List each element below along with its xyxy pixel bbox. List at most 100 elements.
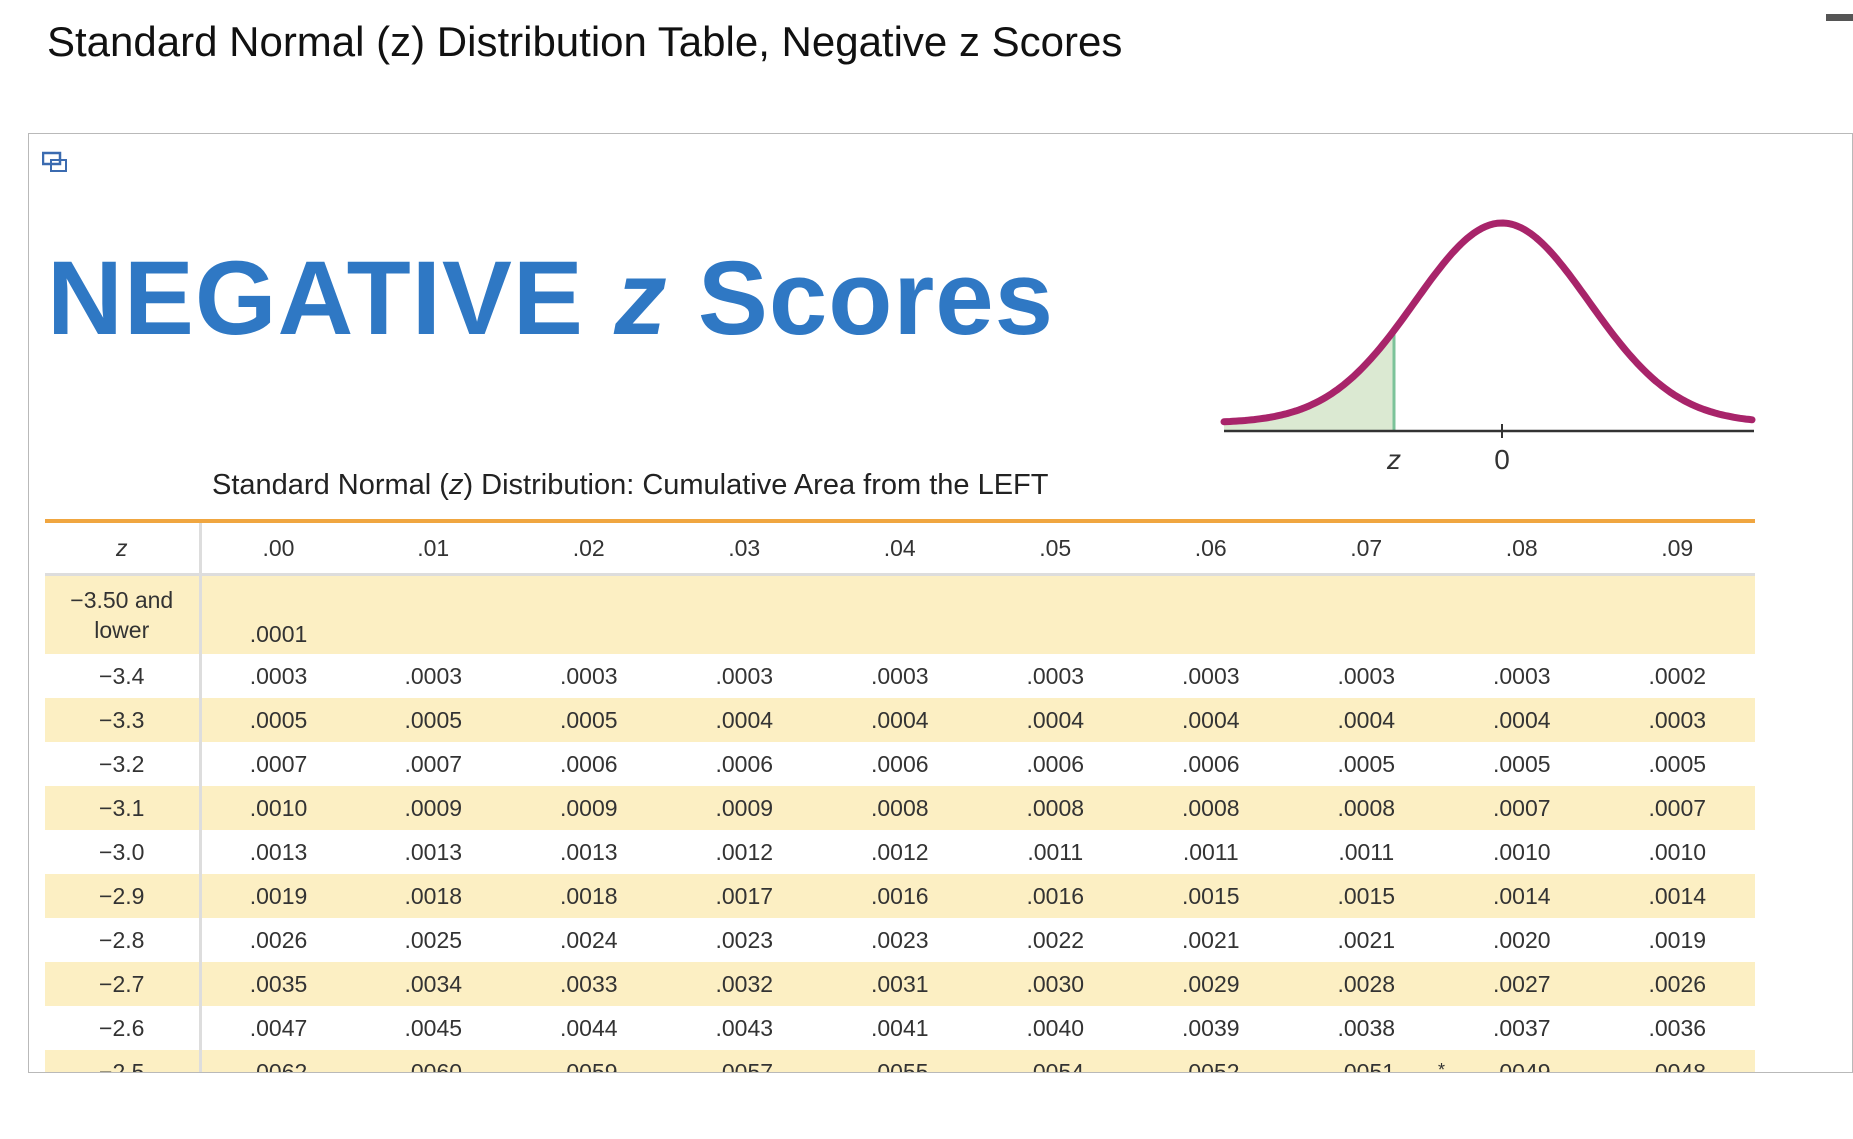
value-cell: .0022 bbox=[1026, 926, 1085, 953]
value-cell: .0005 bbox=[1337, 750, 1396, 777]
column-header: .01 bbox=[355, 523, 511, 576]
row-z-cell: −2.5 bbox=[45, 1050, 202, 1072]
value-cell: .0017 bbox=[666, 874, 822, 918]
value-cell: .0020 bbox=[1492, 926, 1551, 953]
value-cell: .0003 bbox=[1181, 662, 1240, 689]
z-table: z .00 .01 .02 .03 .04 .05 .06 .07 .08 .0… bbox=[45, 523, 1755, 1072]
empty-cell bbox=[1444, 574, 1600, 654]
value-cell: .0004 bbox=[666, 698, 822, 742]
value-cell: .0016 bbox=[977, 874, 1133, 918]
value-cell: .0005 bbox=[1492, 750, 1551, 777]
z-label-line2: lower bbox=[94, 617, 150, 643]
value-cell: .0003 bbox=[715, 662, 774, 689]
value-cell: .0026 bbox=[1599, 962, 1755, 1006]
value-cell: .0005 bbox=[355, 698, 511, 742]
value-cell: .0002 bbox=[1648, 662, 1707, 689]
row-z-cell: −2.7 bbox=[45, 962, 202, 1006]
value-cell: .0006 bbox=[1181, 750, 1240, 777]
column-header: .04 bbox=[822, 523, 978, 576]
value-cell: .0012 bbox=[870, 838, 929, 865]
table-header-row: z .00 .01 .02 .03 .04 .05 .06 .07 .08 .0… bbox=[45, 523, 1755, 576]
heading-z-variable: z bbox=[614, 240, 668, 357]
value-cell: .0059 bbox=[511, 1050, 667, 1072]
value-cell: .0016 bbox=[822, 874, 978, 918]
value-cell: .0034 bbox=[355, 962, 511, 1006]
value-cell: .0029 bbox=[1133, 962, 1289, 1006]
table-row: −3.2 .0007 .0007 .0006 .0006 .0006 .0006 .0006.… bbox=[45, 742, 1755, 786]
column-header: .00 bbox=[200, 523, 356, 576]
value-cell: .0019 bbox=[1648, 926, 1707, 953]
table-row: −2.8 .0026 .0025 .0024 .0023 .0023 .0022 .0021.… bbox=[45, 918, 1755, 962]
value-cell: .0004 bbox=[822, 698, 978, 742]
value-cell: .0009 bbox=[355, 786, 511, 830]
minimize-icon[interactable] bbox=[1826, 14, 1853, 21]
value-cell: .0025 bbox=[404, 926, 463, 953]
value-cell: .0006 bbox=[715, 750, 774, 777]
empty-cell bbox=[355, 574, 511, 654]
row-z-cell: −2.8 bbox=[45, 918, 202, 962]
empty-cell bbox=[977, 574, 1133, 654]
normal-curve-figure: z 0 bbox=[1220, 219, 1756, 475]
value-cell: .0007 bbox=[404, 750, 463, 777]
value-cell: .0031 bbox=[822, 962, 978, 1006]
value-cell: .0051 bbox=[1288, 1050, 1444, 1072]
table-row: −2.7.0035.0034.0033.0032.0031.0030.0029.… bbox=[45, 962, 1755, 1006]
value-cell: .0013 bbox=[404, 838, 463, 865]
value-cell: .0036 bbox=[1648, 1014, 1707, 1041]
value-cell: .0005 bbox=[200, 698, 356, 742]
value-cell: .0038 bbox=[1337, 1014, 1396, 1041]
value-cell: .0013 bbox=[559, 838, 618, 865]
value-cell: .0008 bbox=[1288, 786, 1444, 830]
value-cell: .0005 bbox=[1648, 750, 1707, 777]
column-header: .02 bbox=[511, 523, 667, 576]
value-cell: .0010 bbox=[1648, 838, 1707, 865]
value-cell: .0008 bbox=[977, 786, 1133, 830]
value-cell: .0012 bbox=[715, 838, 774, 865]
value-cell: .0018 bbox=[511, 874, 667, 918]
value-cell: .0006 bbox=[870, 750, 929, 777]
value-cell: .0003 bbox=[1492, 662, 1551, 689]
value-cell: .0026 bbox=[249, 926, 308, 953]
value-cell: .0009 bbox=[511, 786, 667, 830]
row-z-cell: −3.50 and lower bbox=[45, 574, 202, 654]
column-header: .06 bbox=[1133, 523, 1289, 576]
value-cell: .0035 bbox=[200, 962, 356, 1006]
value-cell: .0003 bbox=[1026, 662, 1085, 689]
empty-cell bbox=[1288, 574, 1444, 654]
value-cell: .0019 bbox=[200, 874, 356, 918]
caption-suffix: ) Distribution: Cumulative Area from the… bbox=[463, 469, 1049, 501]
table-row: −2.6 .0047 .0045 .0044 .0043 .0041 .0040 .0039.… bbox=[45, 1006, 1755, 1050]
expand-icon[interactable] bbox=[42, 151, 68, 173]
row-z-cell: −3.1 bbox=[45, 786, 202, 830]
value-cell: .0060 bbox=[355, 1050, 511, 1072]
value-cell: .0028 bbox=[1288, 962, 1444, 1006]
value-cell: .0004 bbox=[1288, 698, 1444, 742]
table-row: −3.3.0005.0005.0005.0004.0004.0004.0004.… bbox=[45, 698, 1755, 742]
z-axis-label: z bbox=[1386, 444, 1401, 475]
table-caption: Standard Normal (z) Distribution: Cumula… bbox=[212, 469, 1048, 502]
value-cell: .0039 bbox=[1181, 1014, 1240, 1041]
value-cell: .0010 bbox=[1492, 838, 1551, 865]
value-cell: .0008 bbox=[1133, 786, 1289, 830]
column-header: .08 bbox=[1444, 523, 1600, 576]
value-cell: .0004 bbox=[1133, 698, 1289, 742]
row-z-cell: −2.6 bbox=[45, 1006, 202, 1050]
value-cell: .0014 bbox=[1444, 874, 1600, 918]
value-cell: .0010 bbox=[200, 786, 356, 830]
value-cell: .0003 bbox=[1337, 662, 1396, 689]
z-label-line1: −3.50 and bbox=[70, 587, 174, 613]
page-title: Standard Normal (z) Distribution Table, … bbox=[47, 18, 1123, 65]
value-cell: .0024 bbox=[559, 926, 618, 953]
value-cell: .0055 bbox=[822, 1050, 978, 1072]
value-cell: .0049 bbox=[1444, 1050, 1600, 1072]
table-top-rule bbox=[45, 519, 1755, 523]
value-cell: .0006 bbox=[1026, 750, 1085, 777]
value-cell: .0003 bbox=[249, 662, 308, 689]
value-cell: .0023 bbox=[715, 926, 774, 953]
value-cell: .0014 bbox=[1599, 874, 1755, 918]
value-cell: .0030 bbox=[977, 962, 1133, 1006]
footnote-star: * bbox=[1438, 1060, 1446, 1073]
zero-axis-label: 0 bbox=[1494, 444, 1510, 475]
table-row: −3.50 and lower .0001 bbox=[45, 574, 1755, 654]
value-cell: .0021 bbox=[1181, 926, 1240, 953]
